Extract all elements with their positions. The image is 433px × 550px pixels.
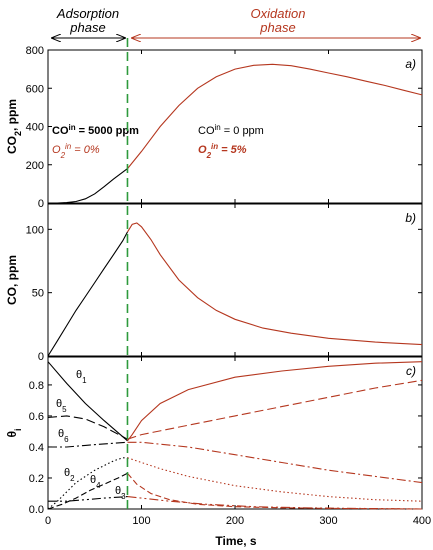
- o2-in-right-part: 2: [206, 151, 212, 160]
- series-line-θ3: [48, 496, 128, 502]
- series-line-θ2: [127, 457, 423, 502]
- curve-label: θ2: [64, 467, 75, 483]
- curve-label: θ4: [90, 474, 101, 490]
- series-line-θ4: [47, 472, 128, 510]
- panel-1: 0 50 100 b) CO, ppm: [5, 203, 423, 363]
- o2-in-right-part: O: [198, 144, 207, 156]
- co-in-left-part: = 5000 ppm: [76, 125, 140, 137]
- series-line: [127, 63, 423, 169]
- oxidation-phase-label-1: Oxidation: [251, 6, 306, 21]
- co-in-right-part: = 0 ppm: [221, 125, 264, 137]
- series-line-θ6: [48, 441, 128, 448]
- series-line-θ1: [127, 361, 423, 442]
- o2-in-right: O2in = 5%: [198, 142, 247, 160]
- x-tick-label: 300: [319, 515, 337, 527]
- o2-in-left-part: = 0%: [71, 144, 100, 156]
- series-line: [48, 168, 128, 204]
- co-in-left: COin = 5000 ppm: [52, 123, 139, 138]
- oxidation-phase-label-2: phase: [259, 20, 295, 35]
- curve-label-symbol: θ: [76, 369, 82, 381]
- y-tick-label: 0.6: [29, 411, 44, 423]
- co-in-right-part: CO: [198, 125, 215, 137]
- o2-in-left-part: 2: [60, 151, 66, 160]
- curve-label: θ1: [76, 369, 87, 385]
- series-line-θ1: [47, 361, 128, 442]
- curve-label-symbol: θ: [90, 474, 96, 486]
- y-tick-label: 0: [38, 198, 44, 210]
- curve-label: θ5: [56, 398, 67, 414]
- series-line-θ5: [47, 415, 128, 440]
- panel-letter: c): [406, 364, 416, 378]
- curve-label-index: 2: [70, 474, 75, 483]
- y-axis-label-part: 2: [13, 131, 23, 136]
- curve-label-index: 1: [82, 376, 87, 385]
- y-tick-label: 0: [38, 351, 44, 363]
- curve-label-symbol: θ: [58, 428, 64, 440]
- y-tick-label: 400: [26, 122, 44, 134]
- co-in-right: COin = 0 ppm: [198, 123, 264, 138]
- o2-in-left-part: O: [52, 144, 61, 156]
- o2-in-right-part: = 5%: [218, 144, 247, 156]
- y-axis-label-part: CO: [5, 136, 19, 154]
- curve-label-index: 4: [96, 481, 101, 490]
- panel-frame: [47, 356, 423, 510]
- curve-label: θ6: [58, 428, 69, 444]
- y-tick-label: 50: [32, 288, 44, 300]
- y-axis-label: CO, ppm: [5, 255, 19, 305]
- series-line-θ3: [127, 496, 423, 510]
- curve-label: θ3: [115, 485, 126, 501]
- y-axis-label: θi: [5, 428, 23, 437]
- x-axis-label: Time, s: [215, 534, 256, 548]
- y-axis-label-part: , ppm: [5, 99, 19, 131]
- series-line: [47, 231, 128, 357]
- series-line-θ5: [127, 379, 423, 440]
- curve-label-symbol: θ: [115, 485, 121, 497]
- o2-in-left-part: in: [65, 142, 72, 151]
- y-axis-label-part: i: [13, 428, 23, 431]
- y-axis-label: CO2, ppm: [5, 99, 23, 154]
- x-tick-label: 200: [226, 515, 244, 527]
- x-tick-label: 400: [413, 515, 431, 527]
- curve-label-index: 5: [62, 405, 67, 414]
- y-tick-label: 0.0: [29, 504, 44, 516]
- x-tick-label: 0: [45, 515, 51, 527]
- series-line: [127, 222, 423, 346]
- co-in-right-part: in: [215, 123, 221, 132]
- curve-label-index: 6: [64, 435, 69, 444]
- adsorption-phase-label-2: phase: [69, 20, 105, 35]
- series-line-θ4: [127, 472, 423, 510]
- y-tick-label: 200: [26, 160, 44, 172]
- panel-letter: b): [405, 211, 416, 225]
- x-tick-label: 100: [132, 515, 150, 527]
- curve-label-symbol: θ: [64, 467, 70, 479]
- series-line-θ6: [127, 441, 423, 484]
- curve-label-index: 3: [121, 492, 126, 501]
- panel-letter: a): [405, 57, 416, 71]
- y-tick-label: 0.8: [29, 380, 44, 392]
- phase-indicator: Adsorption phase Oxidation phase: [52, 6, 420, 38]
- y-tick-label: 800: [26, 45, 44, 57]
- o2-in-right-part: in: [211, 142, 218, 151]
- panel-frame: [47, 203, 423, 357]
- y-tick-label: 0.4: [29, 442, 44, 454]
- co-in-left-part: CO: [52, 125, 69, 137]
- co-in-left-part: in: [69, 123, 76, 132]
- y-tick-label: 0.2: [29, 473, 44, 485]
- y-axis-label-part: θ: [5, 431, 19, 438]
- series-line-θ2: [47, 457, 128, 510]
- y-tick-label: 600: [26, 83, 44, 95]
- o2-in-left: O2in = 0%: [52, 142, 100, 160]
- adsorption-phase-label-1: Adsorption: [56, 6, 119, 21]
- curve-label-symbol: θ: [56, 398, 62, 410]
- y-tick-label: 100: [26, 224, 44, 236]
